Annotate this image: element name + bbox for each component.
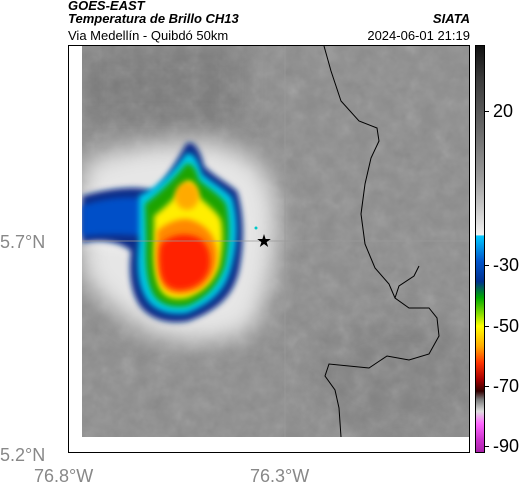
satellite-title: GOES-EAST bbox=[68, 0, 145, 13]
y-tick-1: 5.7°N bbox=[0, 232, 46, 252]
colorbar-tick bbox=[485, 111, 489, 112]
map-frame[interactable] bbox=[68, 45, 470, 453]
colorbar bbox=[475, 45, 485, 453]
colorbar-label: -30 bbox=[493, 255, 520, 275]
satellite-map bbox=[69, 46, 469, 452]
colorbar-tick bbox=[485, 326, 489, 327]
star-icon bbox=[257, 234, 271, 247]
colorbar-tick bbox=[485, 265, 489, 266]
route-subtitle: Via Medellín - Quibdó 50km bbox=[68, 28, 229, 43]
y-tick-2: 5.2°N bbox=[0, 445, 46, 465]
x-tick-2: 76.3°W bbox=[250, 466, 310, 486]
colorbar-tick bbox=[485, 446, 489, 447]
colorbar-label: 20 bbox=[493, 101, 514, 121]
datetime-label: 2024-06-01 21:19 bbox=[367, 28, 470, 43]
colorbar-label: -50 bbox=[493, 316, 520, 336]
left-margin bbox=[69, 46, 82, 452]
colorbar-label: -70 bbox=[493, 376, 520, 396]
bottom-margin bbox=[69, 437, 469, 452]
convective-cell bbox=[82, 142, 243, 323]
colorbar-label: -90 bbox=[493, 436, 520, 456]
agency-label: SIATA bbox=[432, 11, 470, 26]
speck bbox=[254, 226, 258, 230]
product-title: Temperatura de Brillo CH13 bbox=[68, 11, 239, 26]
x-tick-1: 76.8°W bbox=[34, 466, 94, 486]
department-border bbox=[323, 46, 440, 438]
border-branch bbox=[394, 265, 420, 299]
anvil-blue-band bbox=[82, 197, 151, 236]
cloud-core-red bbox=[159, 234, 211, 290]
colorbar-tick bbox=[485, 386, 489, 387]
cloud-top-orange bbox=[175, 182, 199, 210]
